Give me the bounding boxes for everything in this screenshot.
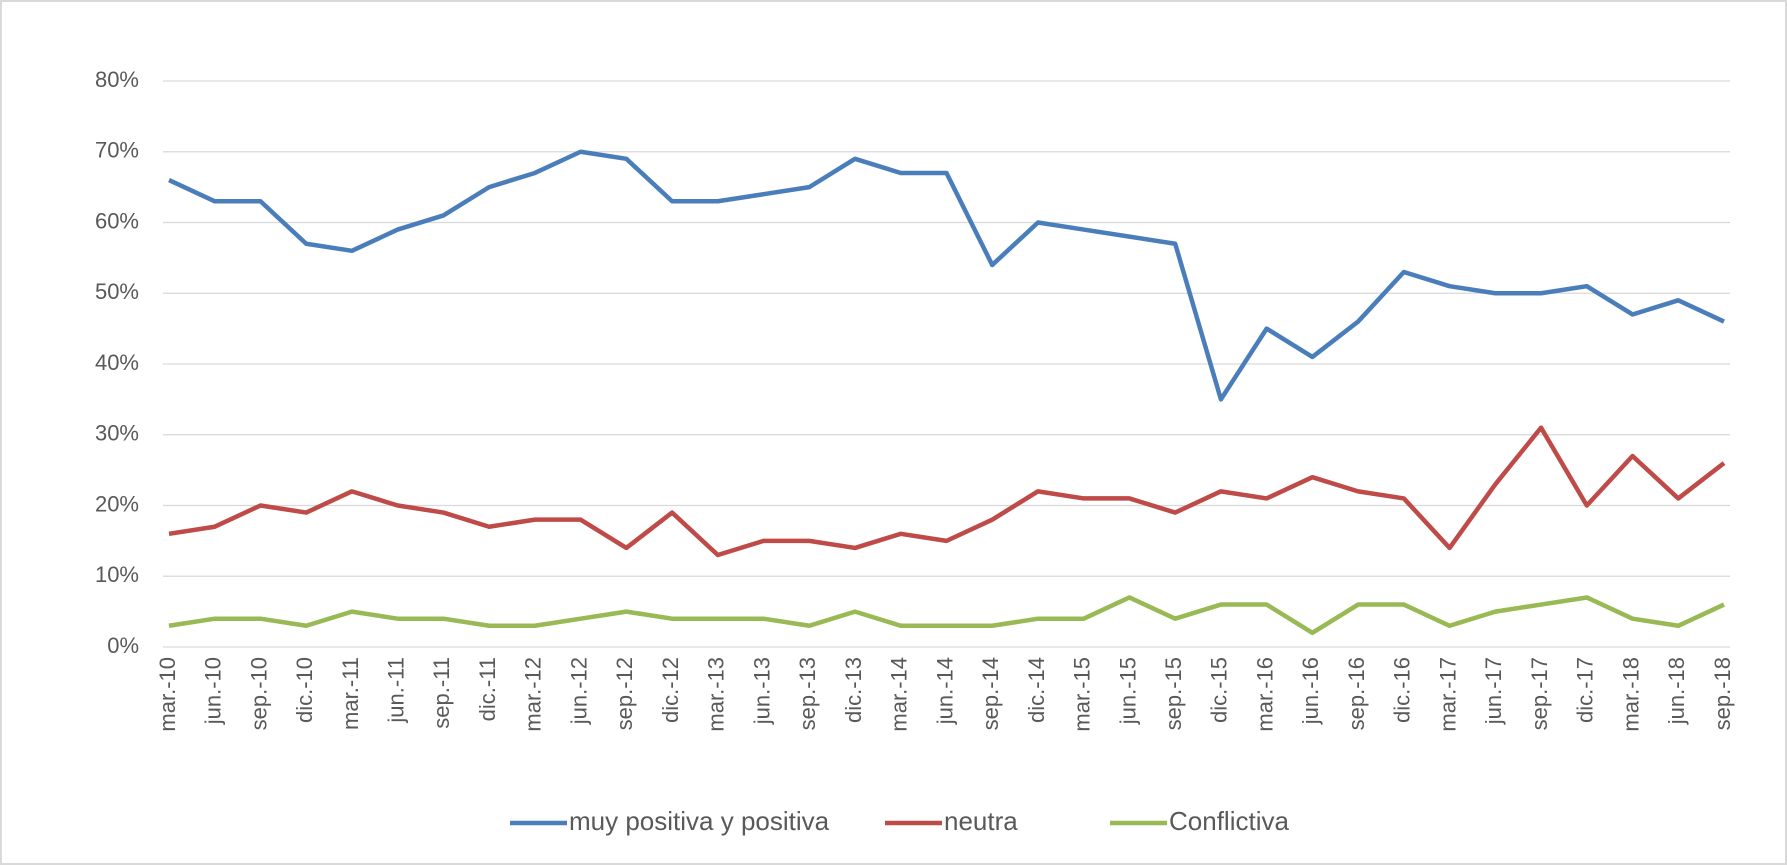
x-tick-label: mar.-12 xyxy=(521,657,546,732)
x-tick-label: sep.-14 xyxy=(978,657,1003,730)
x-tick-label: sep.-10 xyxy=(246,657,271,730)
y-tick-label: 0% xyxy=(107,633,139,658)
y-tick-label: 40% xyxy=(95,350,139,375)
x-tick-label: mar.-14 xyxy=(887,657,912,732)
x-tick-label: jun.-16 xyxy=(1298,657,1323,725)
x-tick-label: mar.-11 xyxy=(338,657,363,730)
x-tick-label: sep.-12 xyxy=(612,657,637,730)
x-tick-label: sep.-18 xyxy=(1710,657,1735,730)
x-tick-label: jun.-12 xyxy=(566,657,591,725)
legend-label: neutra xyxy=(944,806,1018,836)
x-tick-label: jun.-18 xyxy=(1664,657,1689,725)
x-tick-label: dic.-17 xyxy=(1573,657,1598,723)
y-tick-label: 20% xyxy=(95,491,139,516)
y-tick-label: 10% xyxy=(95,562,139,587)
x-tick-label: dic.-10 xyxy=(292,657,317,723)
x-tick-label: jun.-11 xyxy=(383,657,408,724)
y-tick-label: 30% xyxy=(95,421,139,446)
line-series xyxy=(168,149,1725,402)
x-tick-label: dic.-14 xyxy=(1024,657,1049,723)
x-tick-label: jun.-13 xyxy=(749,657,774,725)
x-tick-label: sep.-13 xyxy=(795,657,820,730)
x-tick-label: mar.-16 xyxy=(1252,657,1277,732)
y-tick-label: 80% xyxy=(95,67,139,92)
line-series xyxy=(168,425,1726,558)
x-tick-label: sep.-11 xyxy=(429,657,454,729)
x-tick-label: dic.-16 xyxy=(1390,657,1415,723)
x-tick-label: sep.-16 xyxy=(1344,657,1369,730)
x-tick-label: jun.-10 xyxy=(201,657,226,725)
x-tick-label: mar.-17 xyxy=(1435,657,1460,732)
x-tick-label: mar.-18 xyxy=(1618,657,1643,732)
x-tick-label: dic.-12 xyxy=(658,657,683,723)
x-tick-label: jun.-17 xyxy=(1481,657,1506,725)
x-tick-label: jun.-14 xyxy=(932,657,957,725)
x-tick-label: dic.-15 xyxy=(1207,657,1232,723)
x-tick-label: sep.-17 xyxy=(1527,657,1552,730)
x-tick-label: sep.-15 xyxy=(1161,657,1186,730)
y-tick-label: 50% xyxy=(95,279,139,304)
x-tick-label: jun.-15 xyxy=(1115,657,1140,725)
y-tick-label: 70% xyxy=(95,138,139,163)
x-tick-label: mar.-13 xyxy=(704,657,729,732)
line-series xyxy=(168,595,1725,636)
x-tick-label: dic.-13 xyxy=(841,657,866,723)
x-tick-label: dic.-11 xyxy=(475,657,500,721)
y-tick-label: 60% xyxy=(95,208,139,233)
legend-label: Conflictiva xyxy=(1169,806,1289,836)
legend-label: muy positiva y positiva xyxy=(569,806,830,836)
x-tick-label: mar.-15 xyxy=(1070,657,1095,732)
x-tick-label: mar.-10 xyxy=(155,657,180,732)
